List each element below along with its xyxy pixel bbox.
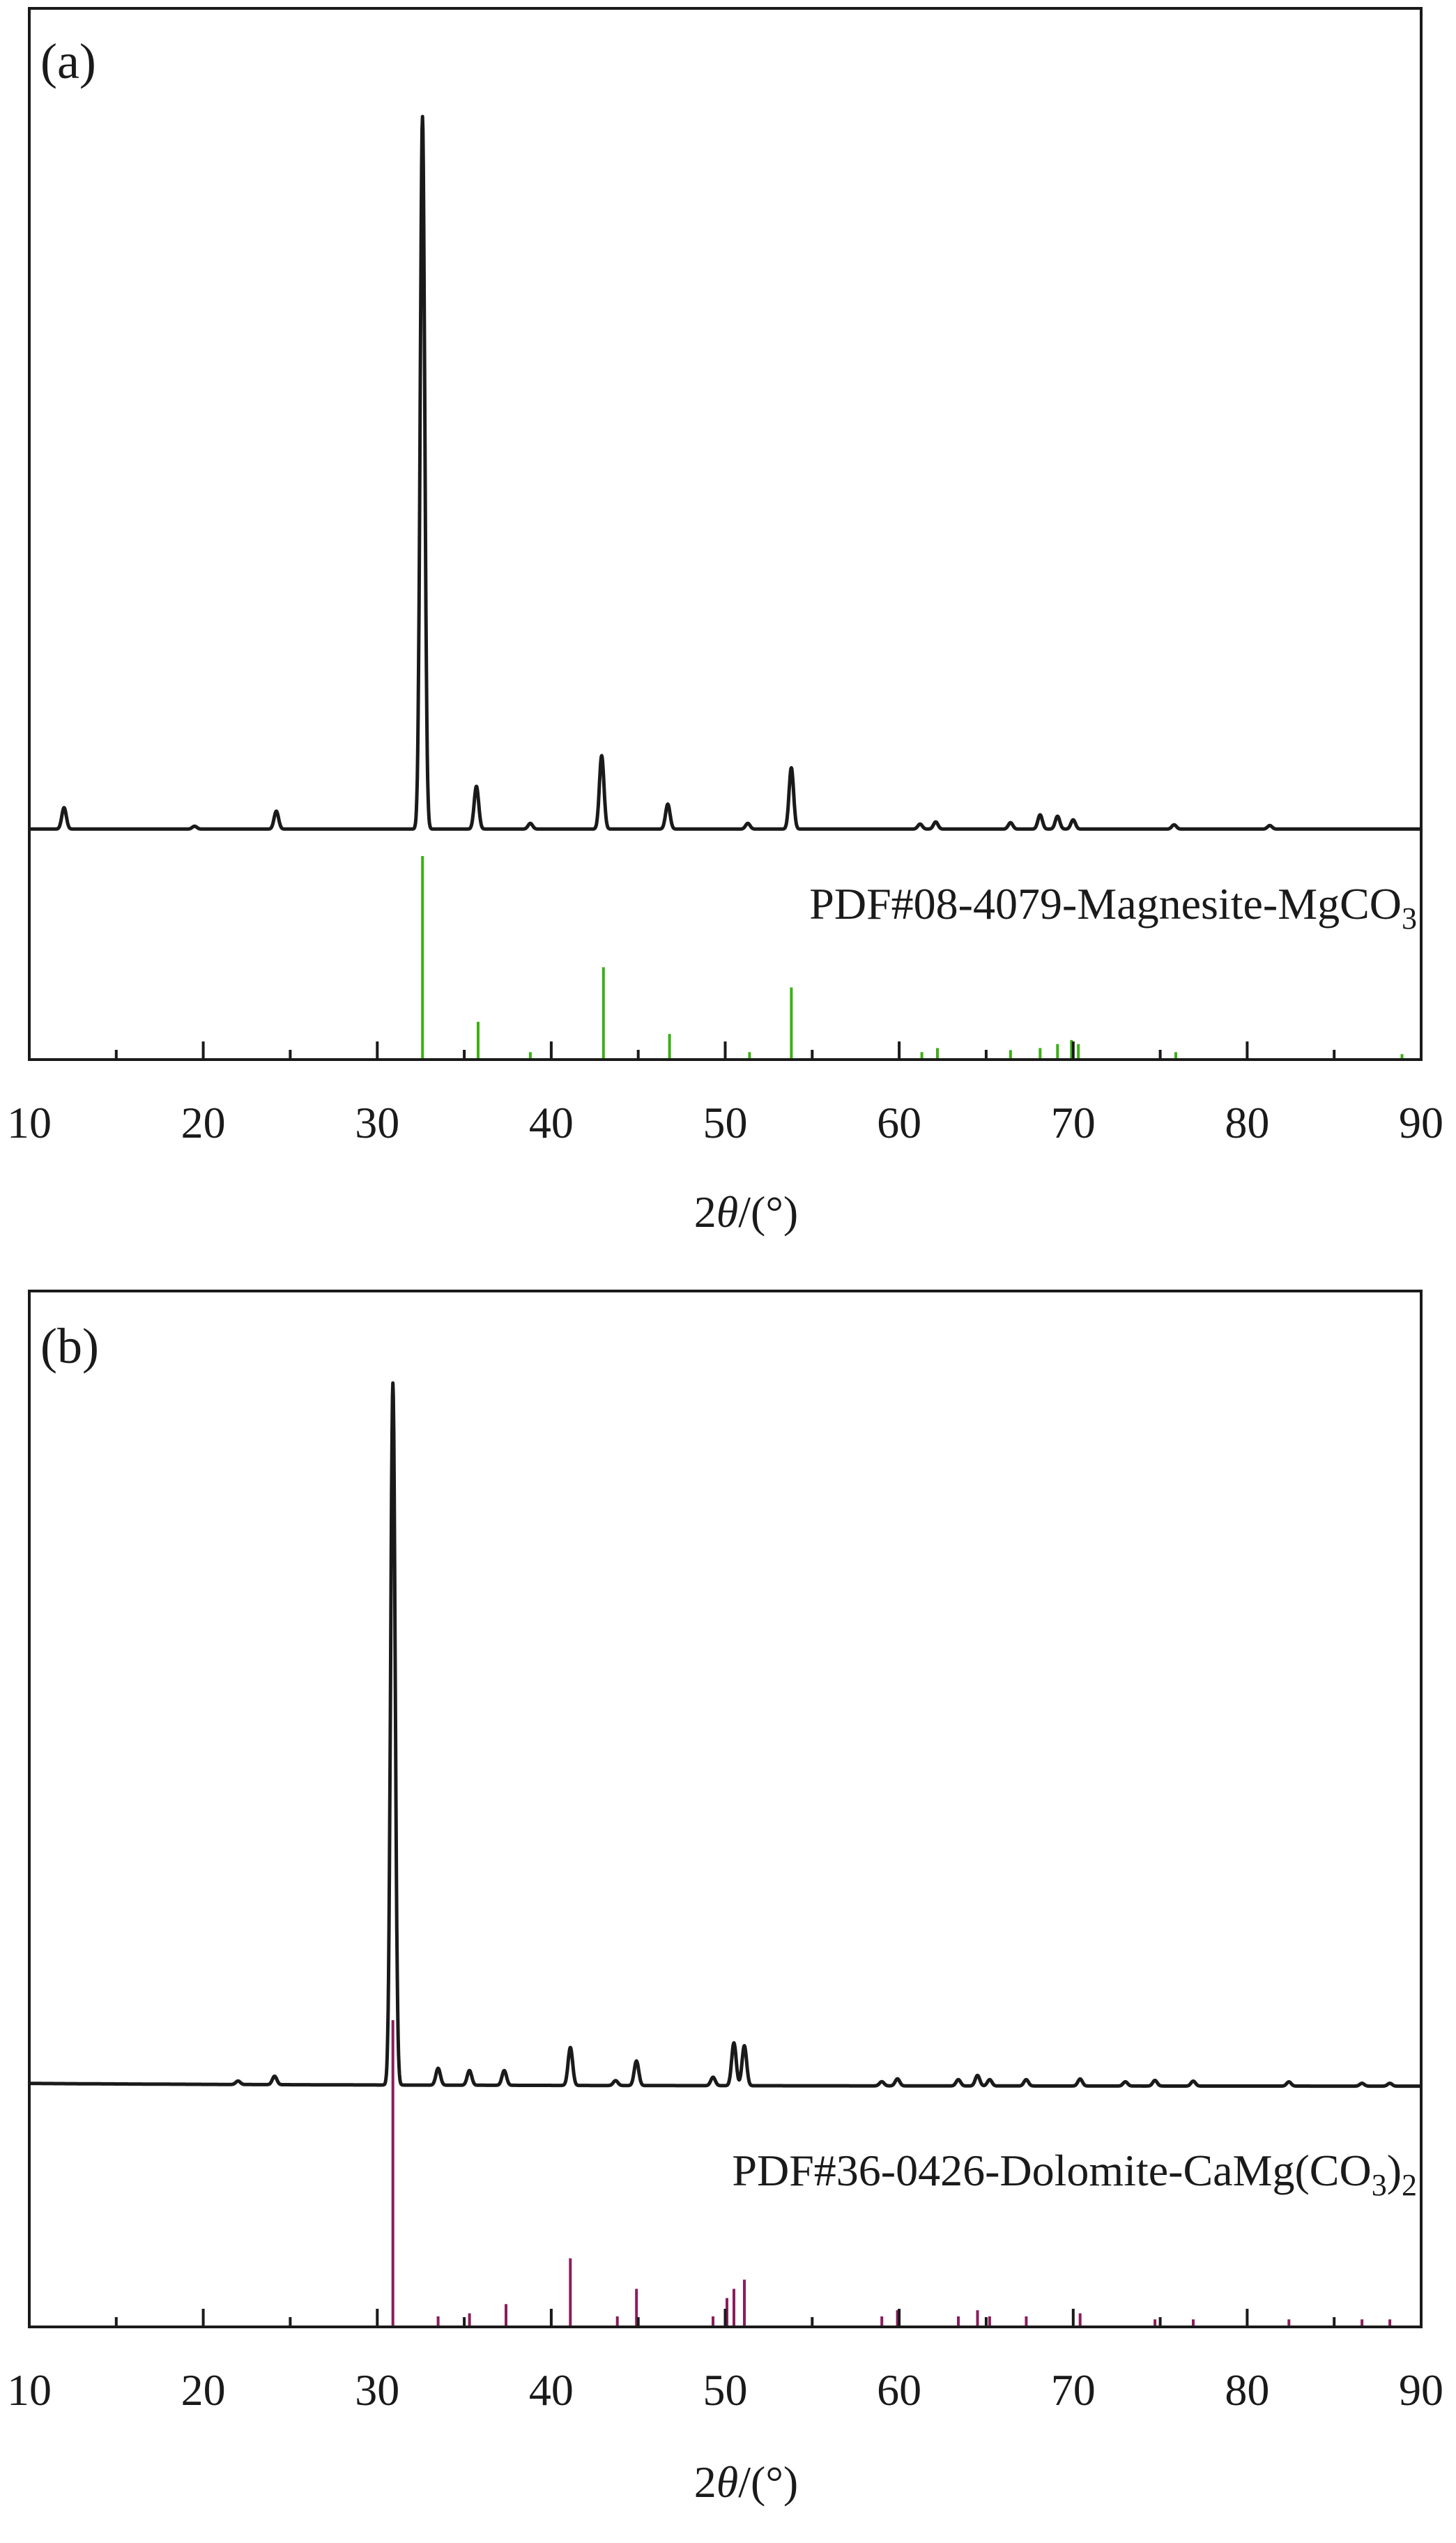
panel-b-x-axis-label: 2θ/(°): [694, 2457, 798, 2507]
panel-a: (a) PDF#08-4079-Magnesite-MgCO3 10 20 30…: [7, 7, 1443, 1237]
panel-a-x-tick-labels: 10 20 30 40 50 60 70 80 90: [7, 1098, 1443, 1147]
panel-a-x-ticks: [28, 1041, 1423, 1060]
x-tick-label: 70: [1051, 1098, 1096, 1147]
panel-a-reference-label: PDF#08-4079-Magnesite-MgCO3: [809, 879, 1417, 936]
panel-a-reference-sticks: [421, 856, 1404, 1058]
x-tick-label: 80: [1225, 2365, 1269, 2415]
x-tick-label: 50: [703, 2365, 748, 2415]
x-tick-label: 60: [877, 1098, 921, 1147]
panel-a-label: (a): [40, 33, 96, 89]
panel-b-label: (b): [40, 1318, 99, 1374]
x-tick-label: 20: [181, 1098, 226, 1147]
panel-b-x-tick-labels: 10 20 30 40 50 60 70 80 90: [7, 2365, 1443, 2415]
x-tick-label: 40: [529, 2365, 574, 2415]
x-tick-label: 90: [1399, 1098, 1443, 1147]
x-tick-label: 60: [877, 2365, 921, 2415]
x-tick-label: 20: [181, 2365, 226, 2415]
x-tick-label: 30: [355, 1098, 399, 1147]
x-tick-label: 10: [7, 2365, 52, 2415]
x-tick-label: 50: [703, 1098, 748, 1147]
x-tick-label: 90: [1399, 2365, 1443, 2415]
panel-b-reference-label: PDF#36-0426-Dolomite-CaMg(CO3)2: [732, 2146, 1417, 2202]
x-tick-label: 10: [7, 1098, 52, 1147]
x-tick-label: 80: [1225, 1098, 1269, 1147]
panel-b-measured-pattern: [28, 1381, 1423, 2088]
panel-b: (b) PDF#36-0426-Dolomite-CaMg(CO3)2 10 2…: [7, 1290, 1443, 2507]
panel-b-reference-sticks: [391, 2020, 1392, 2326]
x-tick-label: 30: [355, 2365, 399, 2415]
panel-a-measured-pattern: [28, 114, 1423, 831]
x-tick-label: 70: [1051, 2365, 1096, 2415]
x-tick-label: 40: [529, 1098, 574, 1147]
panel-a-x-axis-label: 2θ/(°): [694, 1187, 798, 1237]
panel-b-x-ticks: [28, 2309, 1423, 2327]
